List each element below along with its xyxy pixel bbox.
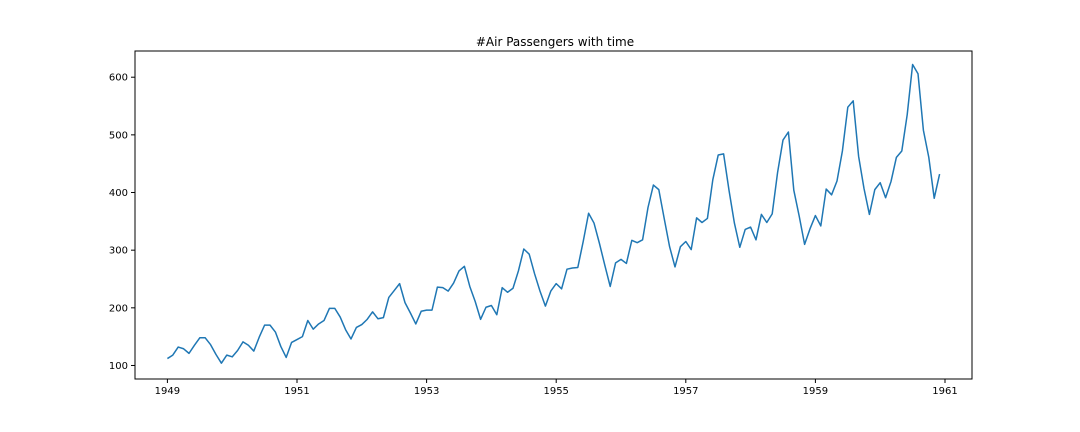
y-tick-label: 200	[109, 303, 128, 314]
y-tick-label: 400	[109, 188, 128, 199]
series-layer	[166, 63, 941, 364]
y-tick-label: 500	[109, 130, 128, 141]
x-tick-label: 1955	[543, 386, 568, 397]
y-axis: 100 200 300 400 500 600	[109, 73, 135, 372]
y-tick-label: 300	[109, 246, 128, 257]
chart-title: #Air Passengers with time	[476, 35, 634, 49]
y-tick-label: 600	[109, 73, 128, 84]
x-tick-label: 1957	[673, 386, 698, 397]
plot-frame	[134, 50, 973, 380]
x-tick-label: 1953	[414, 386, 439, 397]
y-tick-label: 100	[109, 361, 128, 372]
x-tick-label: 1949	[155, 386, 180, 397]
x-tick-label: 1961	[932, 386, 957, 397]
series-line	[166, 63, 941, 364]
x-tick-label: 1959	[803, 386, 828, 397]
x-axis: 1949 1951 1953 1955 1957 1959 1961	[155, 379, 958, 397]
x-tick-label: 1951	[284, 386, 309, 397]
